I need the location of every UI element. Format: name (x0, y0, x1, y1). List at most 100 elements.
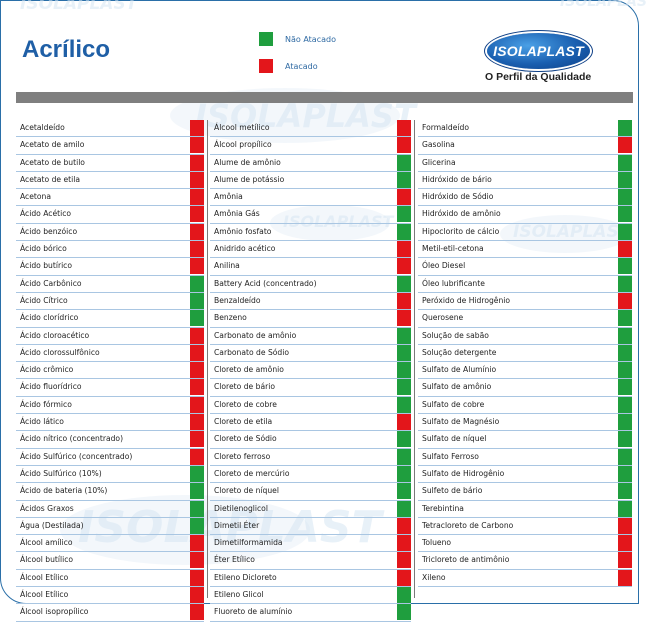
resistance-indicator-attacked (397, 535, 411, 552)
resistance-indicator-not-attacked (397, 344, 411, 361)
chemical-row: Ácido crômico (16, 362, 204, 380)
chemical-row: Cloreto de amônio (210, 362, 411, 380)
resistance-indicator-not-attacked (618, 171, 632, 188)
chemical-row: Álcool propílico (210, 137, 411, 155)
chemical-row: Tolueno (418, 535, 632, 553)
chemical-row: Gasolina (418, 137, 632, 155)
chemical-name: Ácido fórmico (20, 399, 72, 409)
chemical-name: Querosene (422, 313, 464, 323)
resistance-indicator-attacked (190, 431, 204, 448)
chemical-name: Sulfato Ferroso (422, 451, 479, 461)
chemical-row: Solução de sabão (418, 327, 632, 345)
chemical-row: Tricloreto de antimônio (418, 552, 632, 570)
resistance-indicator-not-attacked (397, 465, 411, 482)
resistance-indicator-not-attacked (618, 500, 632, 517)
tagline: O Perfil da Qualidade (485, 71, 592, 83)
resistance-indicator-attacked (190, 171, 204, 188)
resistance-indicator-attacked (190, 379, 204, 396)
chemical-name: Dimetil Éter (214, 520, 260, 530)
chemical-name: Cloreto de níquel (214, 486, 279, 496)
chemical-row: Alume de potássio (210, 171, 411, 190)
chemical-row: Cloreto de etila (210, 414, 411, 432)
resistance-indicator-not-attacked (397, 500, 411, 517)
chemical-name: Sulfato de níquel (422, 434, 487, 444)
resistance-indicator-not-attacked (618, 414, 632, 431)
resistance-indicator-attacked (190, 120, 204, 136)
resistance-indicator-not-attacked (190, 517, 204, 534)
chemical-row: Hipoclorito de cálcio (418, 223, 632, 242)
chemical-name: Anidrido acético (214, 244, 276, 254)
chemical-row: Álcool metílico (210, 120, 411, 138)
resistance-indicator-not-attacked (618, 189, 632, 206)
resistance-indicator-attacked (397, 189, 411, 206)
resistance-indicator-not-attacked (397, 587, 411, 604)
resistance-indicator-attacked (190, 223, 204, 240)
legend-label: Atacado (285, 61, 318, 71)
chemical-name: Ácido crômico (20, 365, 74, 375)
chemical-name: Ácido clorídrico (20, 313, 79, 323)
chemical-row: Óleo lubrificante (418, 275, 632, 293)
resistance-indicator-not-attacked (618, 206, 632, 223)
chemical-row: Cloreto de Sódio (210, 431, 411, 449)
chemical-row: Cloreto de cobre (210, 396, 411, 415)
chemical-name: Ácido Acético (20, 209, 72, 219)
resistance-indicator-not-attacked (397, 448, 411, 465)
chemical-row: Sulfato de Hidrogênio (418, 465, 632, 484)
chemical-row: Formaldeído (418, 120, 632, 138)
chemical-name: Sulfato de cobre (422, 399, 485, 409)
isolaplast-logo: ISOLAPLAST (487, 33, 590, 69)
chemical-name: Sulfato de Magnésio (422, 417, 500, 427)
chemical-name: Álcool butílico (20, 555, 74, 565)
resistance-indicator-not-attacked (397, 379, 411, 396)
chemical-name: Alume de amônio (214, 157, 281, 167)
chemical-row: Éter Etílico (210, 552, 411, 570)
chemical-row: Ácido benzóico (16, 223, 204, 242)
chemical-row: Cloreto de níquel (210, 483, 411, 501)
chemical-name: Cloreto de amônio (214, 365, 284, 375)
chemical-row: Amônia (210, 189, 411, 207)
resistance-indicator-not-attacked (397, 483, 411, 500)
chemical-name: Sulfeto de bário (422, 486, 483, 496)
chemical-row: Ácido nítrico (concentrado) (16, 431, 204, 449)
resistance-indicator-not-attacked (397, 431, 411, 448)
chemical-row: Ácido de bateria (10%) (16, 483, 204, 501)
resistance-indicator-attacked (618, 552, 632, 569)
chemical-row: Dimetil Éter (210, 517, 411, 536)
chemical-name: Etileno Glicol (214, 590, 264, 600)
resistance-indicator-not-attacked (618, 275, 632, 292)
resistance-indicator-not-attacked (618, 258, 632, 275)
chemical-name: Gasolina (422, 140, 455, 150)
column-divider (414, 120, 415, 598)
resistance-indicator-not-attacked (190, 310, 204, 327)
chemical-row: Ácido butírico (16, 258, 204, 276)
chemical-name: Carbonato de Sódio (214, 347, 289, 357)
resistance-indicator-attacked (190, 396, 204, 413)
chemical-row: Dietilenoglicol (210, 500, 411, 518)
chemical-row: Etileno Dicloreto (210, 569, 411, 588)
resistance-indicator-attacked (190, 552, 204, 569)
chemical-row: Acetato de etila (16, 171, 204, 190)
resistance-indicator-not-attacked (618, 379, 632, 396)
resistance-indicator-attacked (190, 241, 204, 258)
chemical-name: Alume de potássio (214, 174, 285, 184)
chemical-name: Amônia (214, 192, 243, 202)
chemical-name: Ácido Sulfúrico (concentrado) (20, 451, 133, 461)
resistance-indicator-not-attacked (397, 396, 411, 413)
chemical-row: Glicerina (418, 154, 632, 172)
chemical-name: Acetona (20, 192, 51, 202)
chemical-row: Sulfato de Magnésio (418, 414, 632, 432)
legend-label: Não Atacado (285, 34, 336, 44)
resistance-indicator-not-attacked (397, 171, 411, 188)
resistance-indicator-not-attacked (190, 465, 204, 482)
resistance-indicator-not-attacked (397, 223, 411, 240)
chemical-name: Ácido fluorídrico (20, 382, 82, 392)
resistance-indicator-not-attacked (618, 448, 632, 465)
chemical-name: Xileno (422, 572, 446, 582)
chemical-row: Acetato de butilo (16, 154, 204, 172)
chemical-row: Água (Destilada) (16, 517, 204, 536)
resistance-indicator-attacked (618, 137, 632, 154)
chemical-name: Amônia Gás (214, 209, 260, 219)
resistance-indicator-attacked (397, 292, 411, 309)
resistance-indicator-attacked (190, 137, 204, 154)
resistance-indicator-not-attacked (618, 310, 632, 327)
